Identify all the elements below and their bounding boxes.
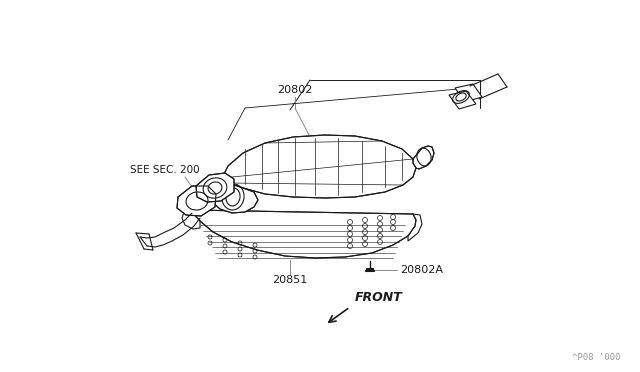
Text: 20802: 20802 <box>277 85 313 95</box>
Text: 20802A: 20802A <box>400 265 443 275</box>
Polygon shape <box>449 91 476 109</box>
Polygon shape <box>455 84 482 102</box>
Polygon shape <box>413 146 434 169</box>
Text: SEE SEC. 200: SEE SEC. 200 <box>130 165 200 175</box>
Text: ^P08 '000: ^P08 '000 <box>572 353 620 362</box>
Polygon shape <box>210 178 258 213</box>
Text: 20851: 20851 <box>273 275 308 285</box>
Polygon shape <box>190 210 416 258</box>
Text: FRONT: FRONT <box>355 291 403 304</box>
Polygon shape <box>196 173 234 202</box>
Polygon shape <box>222 135 416 198</box>
Polygon shape <box>177 186 216 216</box>
